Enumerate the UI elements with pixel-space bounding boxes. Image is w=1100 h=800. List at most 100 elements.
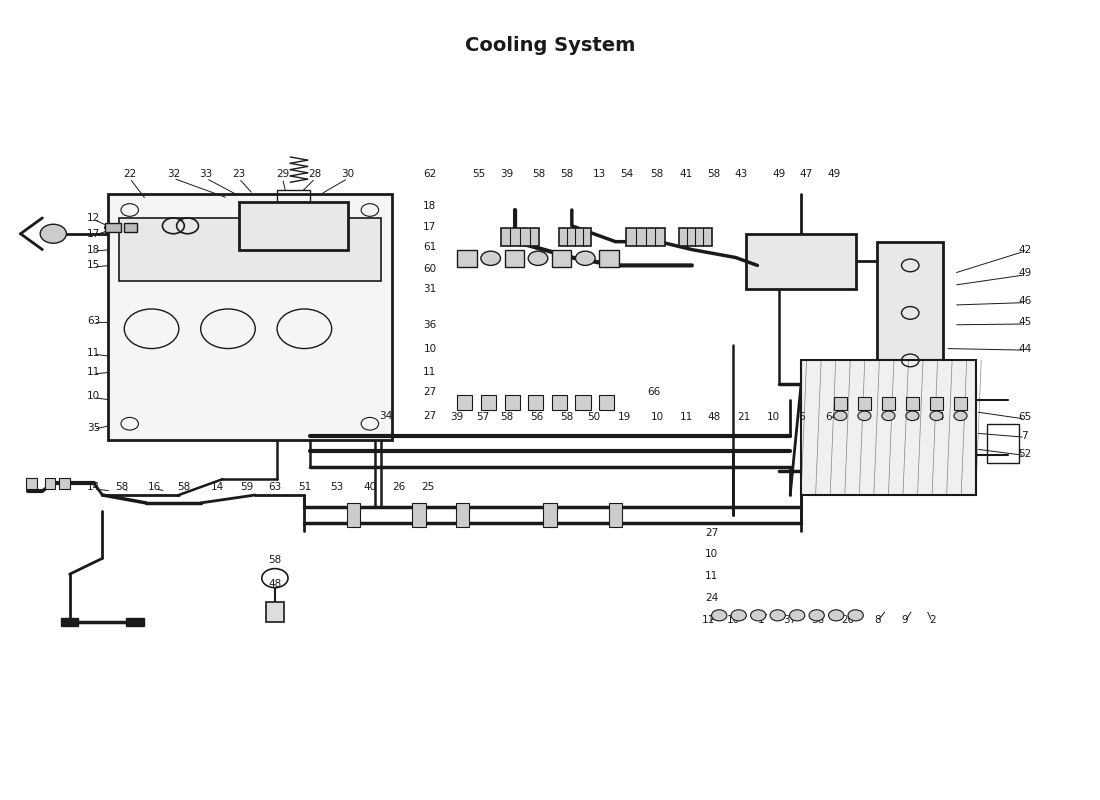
Bar (878, 242, 943, 376)
Text: 3: 3 (886, 413, 892, 422)
Text: 11: 11 (424, 367, 437, 378)
Text: 49: 49 (1019, 268, 1032, 278)
Text: 62: 62 (424, 170, 437, 179)
Text: 43: 43 (735, 170, 748, 179)
Text: 27: 27 (705, 528, 718, 538)
Text: 30: 30 (341, 170, 354, 179)
Bar (104, 222, 121, 232)
Bar (456, 503, 470, 526)
Text: 51: 51 (298, 482, 311, 492)
Text: 58: 58 (268, 555, 282, 565)
Text: 27: 27 (424, 411, 437, 421)
Text: 4: 4 (858, 413, 865, 422)
Text: 19: 19 (617, 413, 631, 422)
Text: 44: 44 (1019, 343, 1032, 354)
Circle shape (770, 610, 785, 621)
Circle shape (732, 610, 746, 621)
Bar (954, 397, 967, 410)
Text: 5: 5 (912, 413, 918, 422)
Bar (119, 218, 381, 282)
Text: 25: 25 (421, 482, 434, 492)
Text: 59: 59 (240, 482, 253, 492)
Bar (458, 395, 473, 410)
Bar (858, 397, 871, 410)
Text: 64: 64 (825, 413, 838, 422)
Text: 16: 16 (148, 482, 162, 492)
Bar (834, 397, 847, 410)
Text: 10: 10 (424, 343, 437, 354)
Text: 35: 35 (87, 422, 100, 433)
Text: 12: 12 (87, 213, 100, 223)
Text: 49: 49 (827, 170, 840, 179)
Circle shape (712, 610, 727, 621)
Circle shape (808, 610, 824, 621)
Bar (481, 395, 496, 410)
Text: 31: 31 (424, 284, 437, 294)
Text: 18: 18 (87, 245, 100, 254)
Bar (552, 250, 572, 267)
Text: 56: 56 (530, 413, 543, 422)
Bar (552, 395, 568, 410)
Text: 37: 37 (783, 615, 796, 625)
Text: 10: 10 (727, 615, 740, 625)
Text: 11: 11 (87, 347, 100, 358)
Circle shape (858, 411, 871, 421)
Bar (575, 395, 591, 410)
Text: 65: 65 (1019, 413, 1032, 422)
Text: 14: 14 (210, 482, 223, 492)
Text: 34: 34 (379, 411, 393, 421)
Text: 63: 63 (268, 482, 282, 492)
Bar (528, 395, 543, 410)
Bar (543, 503, 557, 526)
Circle shape (481, 251, 500, 266)
Text: 45: 45 (1019, 318, 1032, 327)
Bar (987, 424, 1020, 463)
Bar (60, 618, 78, 626)
Text: 54: 54 (619, 170, 632, 179)
Text: 24: 24 (705, 593, 718, 603)
Text: 58: 58 (116, 482, 129, 492)
Text: 33: 33 (199, 170, 212, 179)
Text: Cooling System: Cooling System (465, 36, 635, 55)
Circle shape (41, 224, 66, 243)
Text: 58: 58 (499, 413, 513, 422)
Bar (600, 395, 615, 410)
Circle shape (834, 411, 847, 421)
Bar (239, 202, 348, 250)
Bar (500, 228, 539, 246)
Text: 49: 49 (772, 170, 785, 179)
Text: 58: 58 (707, 170, 721, 179)
Text: 32: 32 (167, 170, 180, 179)
Bar (679, 228, 712, 246)
Text: 11: 11 (680, 413, 693, 422)
Text: 58: 58 (560, 413, 573, 422)
Circle shape (828, 610, 844, 621)
Bar (559, 228, 592, 246)
Text: 58: 58 (650, 170, 663, 179)
Text: 11: 11 (705, 570, 718, 581)
Bar (108, 194, 392, 439)
Text: 14: 14 (87, 482, 100, 492)
Circle shape (906, 411, 918, 421)
Circle shape (790, 610, 805, 621)
Bar (747, 234, 856, 289)
Text: 60: 60 (424, 264, 437, 274)
Circle shape (930, 411, 943, 421)
Text: 11: 11 (702, 615, 715, 625)
Text: 50: 50 (587, 413, 601, 422)
Text: 11: 11 (87, 367, 100, 378)
Bar (609, 503, 623, 526)
Bar (882, 397, 895, 410)
Bar (346, 503, 360, 526)
Bar (458, 250, 477, 267)
Bar (45, 478, 55, 489)
Text: 27: 27 (424, 387, 437, 397)
Text: 1: 1 (758, 615, 764, 625)
Text: 15: 15 (87, 261, 100, 270)
Text: 17: 17 (424, 222, 437, 233)
Text: 58: 58 (560, 170, 573, 179)
Circle shape (848, 610, 864, 621)
Text: 36: 36 (424, 320, 437, 330)
Text: 53: 53 (330, 482, 343, 492)
Text: 38: 38 (811, 615, 824, 625)
